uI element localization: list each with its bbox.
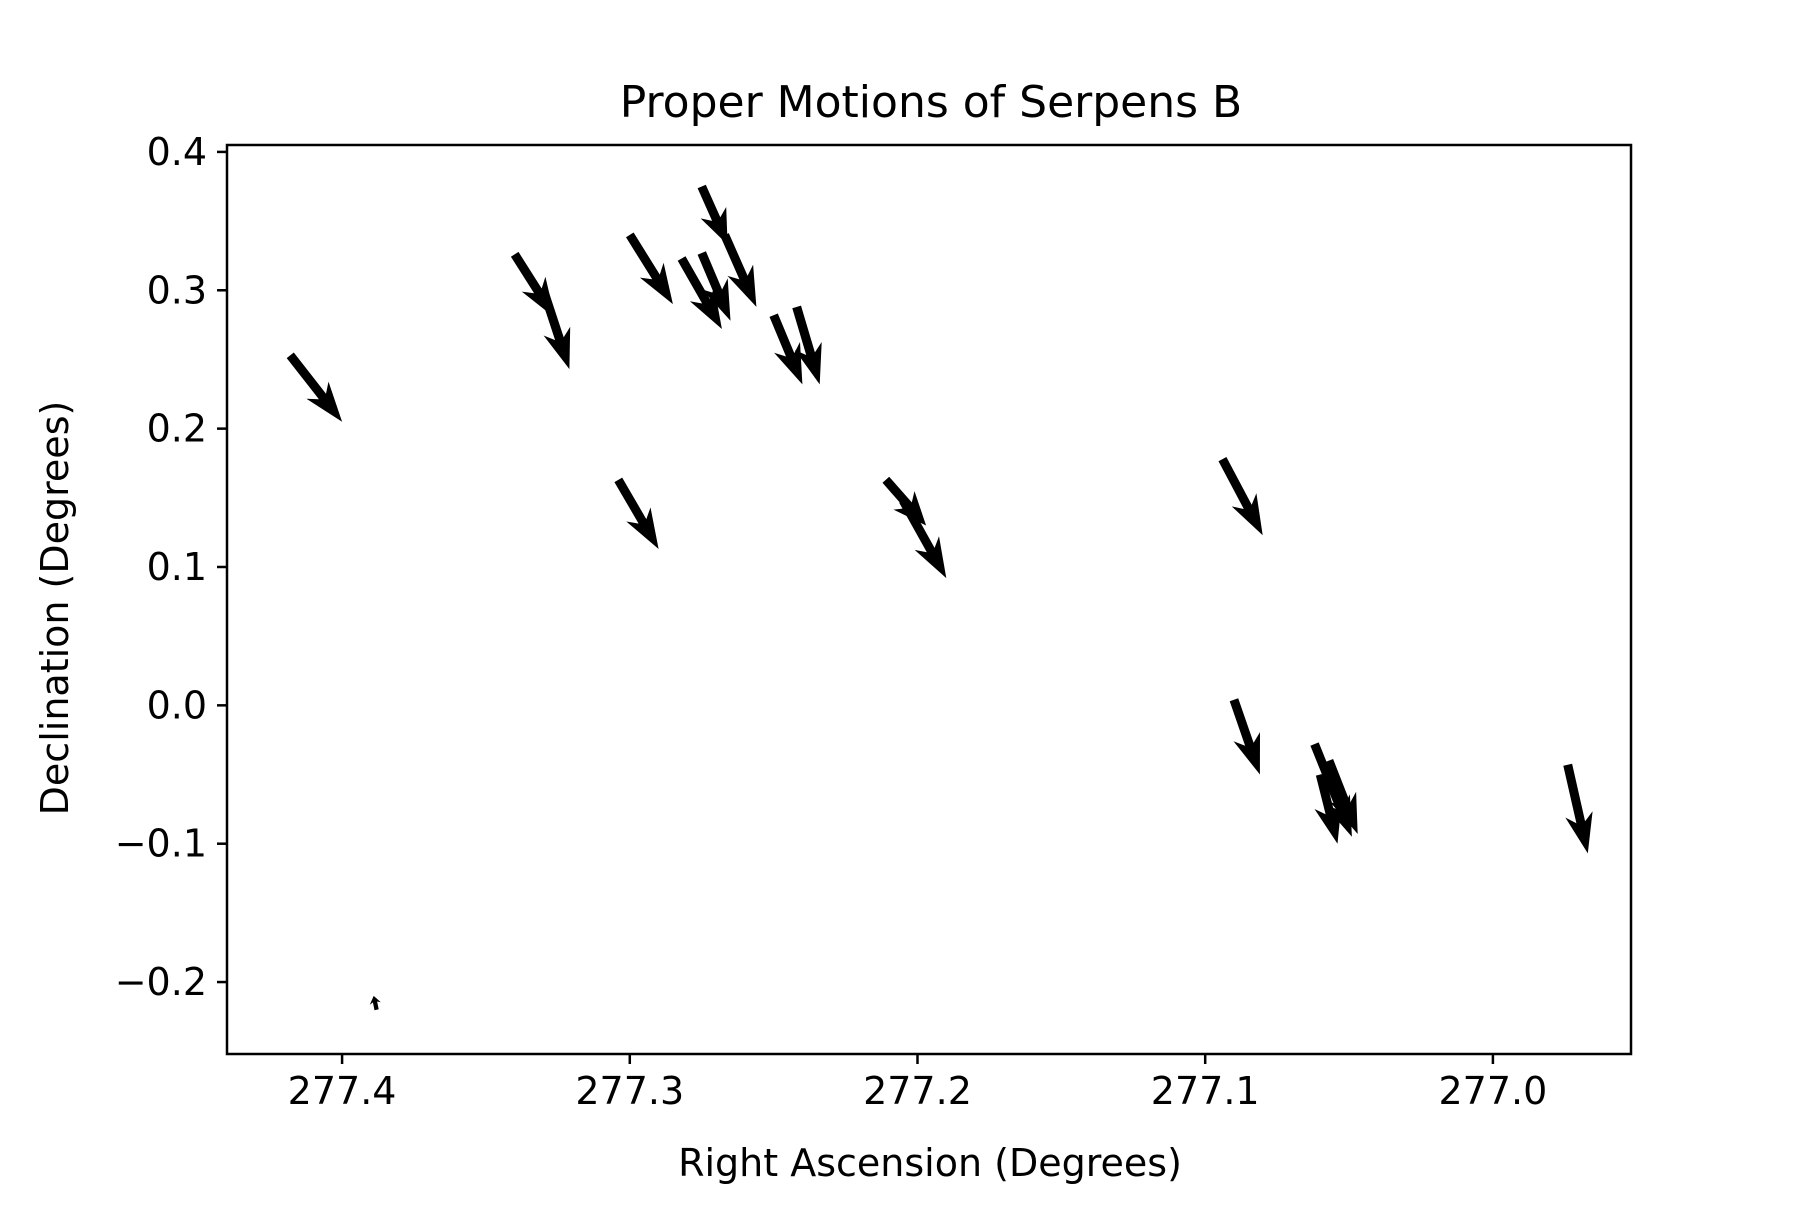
x-axis-label: Right Ascension (Degrees) [678, 1141, 1182, 1185]
proper-motion-arrow [626, 232, 673, 305]
proper-motion-arrow [1229, 698, 1260, 775]
y-tick-label: 0.1 [147, 545, 207, 589]
proper-motion-arrow [286, 352, 343, 422]
ticks-layer: 277.4 277.3 277.2 277.1 277.0 0.4 0.3 0.2 0.1 0.0… [115, 130, 1548, 1113]
y-tick-label: 0.3 [147, 268, 207, 312]
arrows-layer [286, 184, 1593, 1011]
proper-motion-arrow [1314, 773, 1342, 844]
proper-motion-arrow [899, 498, 947, 579]
proper-motion-arrow [697, 184, 728, 245]
plot-area-frame [225, 143, 1633, 1056]
proper-motion-arrow [1563, 763, 1593, 854]
x-tick-label: 277.2 [863, 1069, 972, 1113]
x-tick-label: 277.4 [288, 1069, 397, 1113]
proper-motion-arrow [720, 233, 757, 307]
x-tick-label: 277.0 [1439, 1069, 1548, 1113]
chart-title: Proper Motions of Serpens B [620, 77, 1242, 128]
proper-motion-arrow [792, 305, 822, 385]
x-tick-label: 277.3 [575, 1069, 684, 1113]
proper-motion-arrow [1324, 759, 1358, 834]
proper-motion-arrow [369, 995, 381, 1011]
proper-motion-arrow [1218, 457, 1263, 536]
x-tick-label: 277.1 [1151, 1069, 1260, 1113]
proper-motion-arrow [677, 256, 722, 329]
y-tick-label: 0.4 [147, 130, 207, 174]
y-axis-label: Declination (Degrees) [33, 401, 77, 816]
proper-motion-arrow [697, 251, 731, 321]
proper-motion-arrow [539, 288, 571, 370]
y-tick-label: 0.0 [147, 683, 207, 727]
proper-motion-arrow [769, 313, 803, 385]
proper-motion-arrow [614, 477, 659, 549]
y-tick-label: 0.2 [147, 407, 207, 451]
y-tick-label: −0.1 [115, 822, 207, 866]
y-tick-label: −0.2 [115, 960, 207, 1004]
